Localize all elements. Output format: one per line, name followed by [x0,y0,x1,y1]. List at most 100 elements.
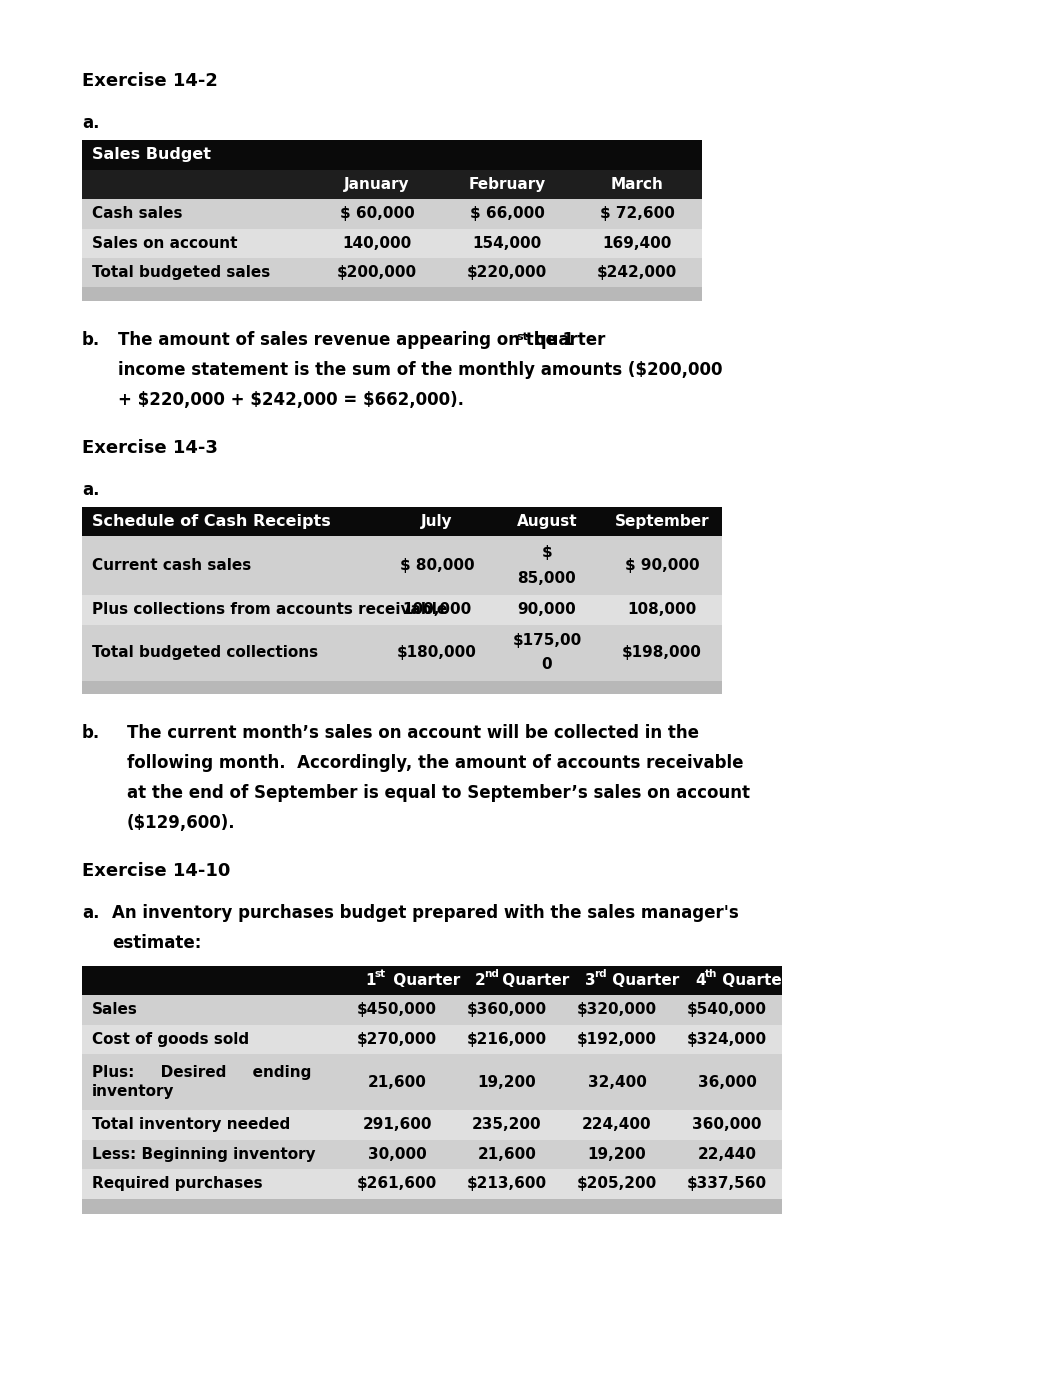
Bar [82,1110,782,1139]
Text: 4: 4 [695,973,705,988]
Bar [82,966,782,995]
Text: Exercise 14-3: Exercise 14-3 [82,439,218,457]
Text: 154,000: 154,000 [473,235,542,250]
Text: 21,600: 21,600 [367,1075,427,1090]
Text: 0: 0 [542,658,552,673]
Text: nd: nd [484,969,499,980]
Text: $ 60,000: $ 60,000 [340,206,414,222]
Text: 19,200: 19,200 [587,1146,647,1161]
Text: ($129,600).: ($129,600). [127,813,236,831]
Text: + $220,000 + $242,000 = $662,000).: + $220,000 + $242,000 = $662,000). [118,391,464,409]
Text: a.: a. [82,904,100,922]
Text: Required purchases: Required purchases [92,1176,262,1192]
Text: 32,400: 32,400 [587,1075,647,1090]
Text: Less: Beginning inventory: Less: Beginning inventory [92,1146,315,1161]
Text: Schedule of Cash Receipts: Schedule of Cash Receipts [92,513,330,528]
Text: $ 90,000: $ 90,000 [624,559,699,572]
Text: 235,200: 235,200 [473,1117,542,1132]
Text: following month.  Accordingly, the amount of accounts receivable: following month. Accordingly, the amount… [127,754,743,772]
Text: 22,440: 22,440 [698,1146,756,1161]
Text: Current cash sales: Current cash sales [92,559,252,572]
Text: $360,000: $360,000 [467,1002,547,1017]
Text: income statement is the sum of the monthly amounts ($200,000: income statement is the sum of the month… [118,361,722,378]
Text: Plus collections from accounts receivable: Plus collections from accounts receivabl… [92,603,447,618]
Text: Exercise 14-2: Exercise 14-2 [82,72,218,89]
Bar [82,537,722,594]
Text: Cash sales: Cash sales [92,206,183,222]
Text: rd: rd [595,969,607,980]
Text: $216,000: $216,000 [467,1032,547,1047]
Text: August: August [517,513,578,528]
Text: $ 66,000: $ 66,000 [469,206,545,222]
Bar [82,1198,782,1214]
Text: 169,400: 169,400 [602,235,671,250]
Text: b.: b. [82,330,100,348]
Text: $180,000: $180,000 [397,645,477,660]
Text: Quarter: Quarter [497,973,569,988]
Bar [82,259,702,288]
Text: $450,000: $450,000 [357,1002,436,1017]
Bar [82,506,722,537]
Text: estimate:: estimate: [112,933,202,952]
Text: $337,560: $337,560 [687,1176,767,1192]
Text: Sales: Sales [92,1002,138,1017]
Text: $261,600: $261,600 [357,1176,438,1192]
Text: July: July [422,513,452,528]
Text: 85,000: 85,000 [517,571,577,586]
Text: $175,00: $175,00 [512,633,582,648]
Text: at the end of September is equal to September’s sales on account: at the end of September is equal to Sept… [127,783,750,802]
Text: 140,000: 140,000 [342,235,412,250]
Text: An inventory purchases budget prepared with the sales manager's: An inventory purchases budget prepared w… [112,904,739,922]
Text: 21,600: 21,600 [478,1146,536,1161]
Text: Total inventory needed: Total inventory needed [92,1117,290,1132]
Bar [82,1139,782,1170]
Text: 100,000: 100,000 [402,603,472,618]
Bar [82,1054,782,1110]
Text: st: st [375,969,386,980]
Bar [82,140,702,169]
Text: $198,000: $198,000 [622,645,702,660]
Bar [82,995,782,1025]
Text: 90,000: 90,000 [517,603,577,618]
Text: 1: 1 [365,973,376,988]
Text: $220,000: $220,000 [467,266,547,281]
Text: 2: 2 [475,973,485,988]
Text: 108,000: 108,000 [628,603,697,618]
Text: Sales Budget: Sales Budget [92,147,211,162]
Text: Cost of goods sold: Cost of goods sold [92,1032,250,1047]
Text: $205,200: $205,200 [577,1176,657,1192]
Text: $242,000: $242,000 [597,266,678,281]
Bar [82,288,702,300]
Text: $540,000: $540,000 [687,1002,767,1017]
Text: th: th [704,969,717,980]
Text: Plus:     Desired     ending
inventory: Plus: Desired ending inventory [92,1065,311,1099]
Bar [82,1170,782,1198]
Text: Sales on account: Sales on account [92,235,238,250]
Text: The amount of sales revenue appearing on the 1: The amount of sales revenue appearing on… [118,330,575,348]
Text: Total budgeted collections: Total budgeted collections [92,645,319,660]
Text: 291,600: 291,600 [362,1117,432,1132]
Bar [82,625,722,681]
Text: February: February [468,176,546,191]
Text: $270,000: $270,000 [357,1032,438,1047]
Bar [82,681,722,694]
Text: a.: a. [82,114,100,132]
Text: b.: b. [82,724,100,742]
Text: Quarter: Quarter [718,973,790,988]
Bar [82,200,702,228]
Text: $200,000: $200,000 [337,266,417,281]
Text: March: March [611,176,664,191]
Text: January: January [344,176,410,191]
Text: $: $ [542,545,552,560]
Text: 360,000: 360,000 [692,1117,761,1132]
Text: $324,000: $324,000 [687,1032,767,1047]
Text: The current month’s sales on account will be collected in the: The current month’s sales on account wil… [127,724,699,742]
Text: $192,000: $192,000 [577,1032,657,1047]
Bar [82,169,702,200]
Text: 224,400: 224,400 [582,1117,652,1132]
Text: 3: 3 [585,973,596,988]
Text: Quarter: Quarter [607,973,680,988]
Text: Total budgeted sales: Total budgeted sales [92,266,270,281]
Text: 36,000: 36,000 [698,1075,756,1090]
Text: September: September [615,513,709,528]
